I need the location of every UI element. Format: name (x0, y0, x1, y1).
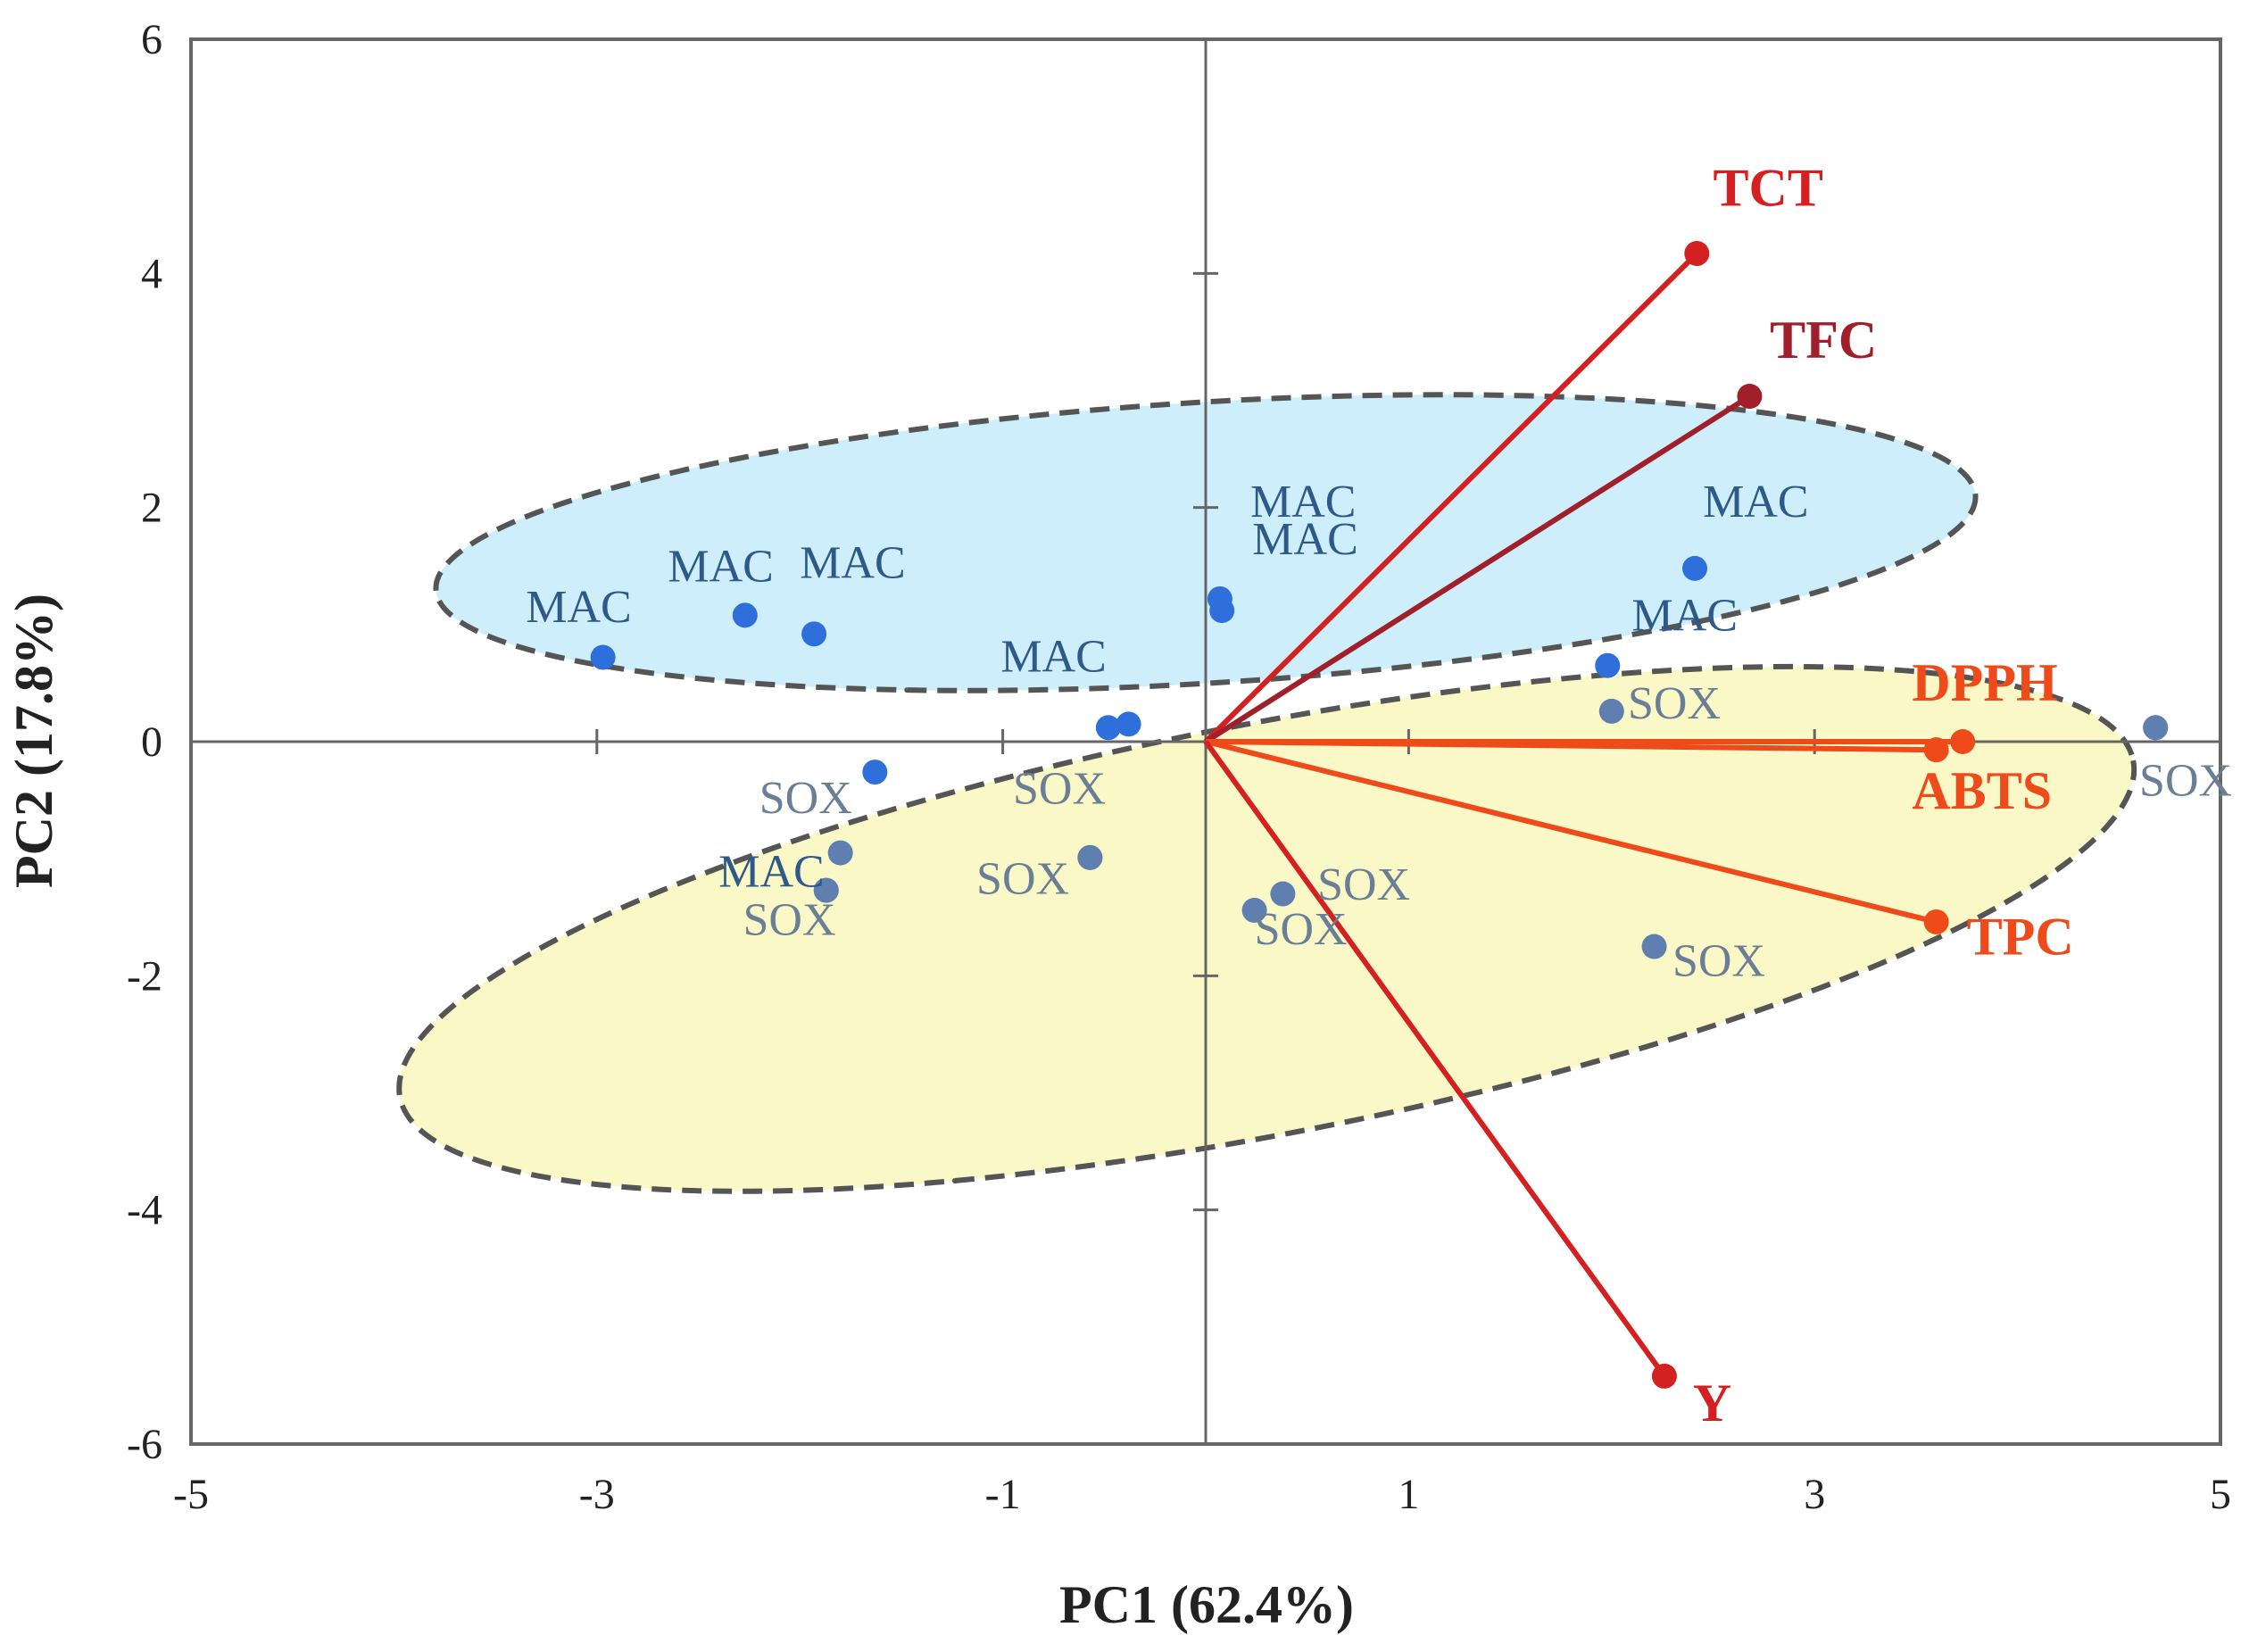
vector-label-tpc: TPC (1967, 908, 2074, 967)
vector-label-dpph: DPPH (1912, 653, 2057, 712)
vector-line-tpc (1205, 739, 1938, 925)
axes: -5 -3 -1 1 3 5 -6 -4 -2 0 2 4 6 (127, 16, 2231, 1518)
observation-points (590, 555, 2169, 959)
x-axis-title: PC1 (62.4%) (1059, 1575, 1354, 1634)
point-mac (801, 621, 827, 647)
vector-line-tfc (1204, 394, 1752, 744)
x-tick-label: -1 (985, 1471, 1021, 1518)
point-label-mac: MAC (668, 541, 773, 592)
vector-tip-tct (1684, 241, 1710, 267)
point-label-sox: SOX (976, 854, 1069, 905)
point-label-mac: MAC (1632, 590, 1738, 641)
y-tick-label: -2 (127, 952, 162, 1000)
vector-label-abts: ABTS (1912, 761, 2052, 820)
point-sox (1641, 934, 1667, 959)
x-tick-label: 1 (1398, 1471, 1419, 1518)
x-tick-label: -5 (173, 1471, 209, 1518)
y-tick-label: 2 (141, 485, 162, 532)
point-mac (1682, 555, 1708, 581)
y-tick-label: -4 (127, 1187, 162, 1234)
y-tick-label: 4 (141, 250, 162, 297)
point-label-sox: SOX (743, 894, 836, 945)
point-sox (813, 877, 839, 903)
x-tick-label: 3 (1804, 1471, 1825, 1518)
point-label-sox: SOX (1317, 859, 1410, 910)
point-label-mac: MAC (1252, 514, 1357, 565)
x-tick-label: -3 (579, 1471, 615, 1518)
y-tick-label: 0 (141, 718, 162, 766)
point-mac (1116, 711, 1141, 737)
point-label-sox: SOX (1672, 935, 1765, 986)
point-sox (1241, 897, 1267, 923)
point-label-sox: SOX (759, 773, 852, 824)
vector-tip-tfc (1737, 384, 1763, 410)
y-tick-label: -6 (127, 1421, 162, 1468)
point-label-mac: MAC (526, 582, 631, 633)
point-sox (827, 840, 853, 866)
point-label-sox: SOX (1013, 764, 1106, 815)
y-axis-title: PC2 (17.8%) (4, 594, 63, 888)
vector-label-tct: TCT (1714, 158, 1823, 217)
point-mac (862, 760, 888, 785)
point-label-mac: MAC (1703, 477, 1808, 527)
point-label-mac: MAC (718, 847, 824, 898)
point-mac (1095, 715, 1121, 741)
ellipse-sox (396, 663, 2137, 1194)
point-sox (2143, 715, 2169, 741)
point-label-mac: MAC (800, 537, 905, 588)
loading-vectors: TCT TFC DPPH ABTS TPC Y (1203, 158, 2074, 1432)
point-sox (1270, 881, 1296, 907)
vector-label-y: Y (1693, 1374, 1731, 1432)
point-mac (1595, 652, 1621, 678)
point-label-sox: SOX (2139, 755, 2232, 806)
point-label-sox: SOX (1628, 678, 1721, 729)
vector-line-abts (1205, 739, 1937, 753)
point-mac (732, 602, 758, 628)
x-tick-label: 5 (2210, 1471, 2231, 1518)
point-label-mac: MAC (1250, 477, 1356, 527)
point-mac (590, 644, 616, 670)
point-label-sox: SOX (1255, 904, 1348, 955)
vector-line-tct (1203, 251, 1699, 744)
point-mac (1209, 598, 1235, 624)
point-sox (1598, 698, 1624, 724)
vector-line-y (1203, 740, 1667, 1378)
vector-tip-y (1651, 1363, 1677, 1389)
point-sox (1077, 844, 1103, 870)
point-label-mac: MAC (1000, 631, 1106, 682)
vector-label-tfc: TFC (1770, 311, 1877, 369)
y-tick-label: 6 (141, 16, 162, 63)
vector-tip-tpc (1923, 909, 1949, 934)
vector-tip-dpph (1950, 729, 1976, 754)
vector-tip-abts (1923, 737, 1949, 763)
